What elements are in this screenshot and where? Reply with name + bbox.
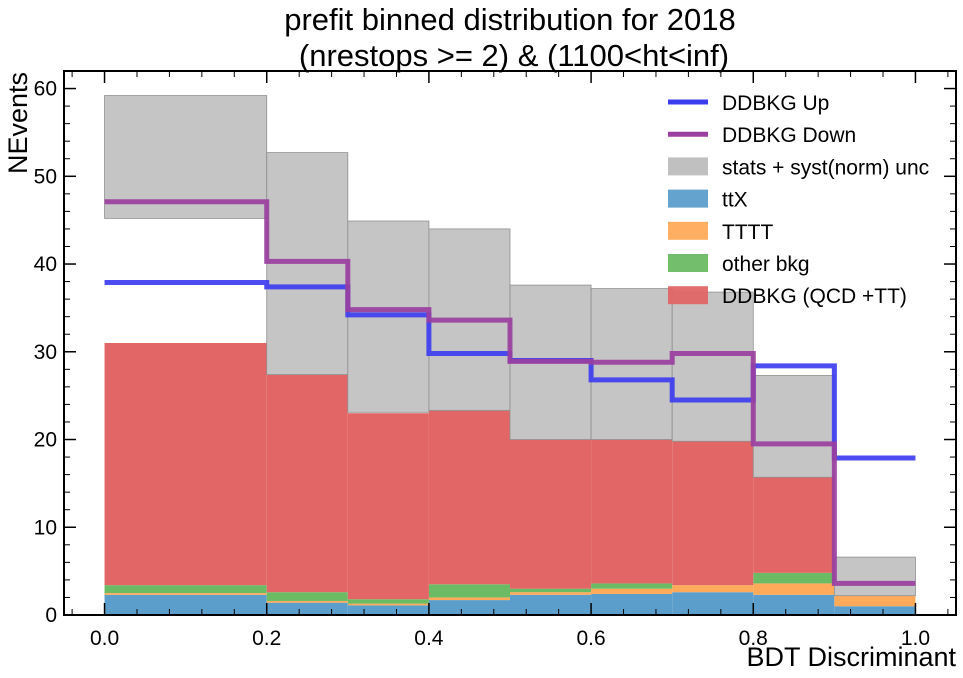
y-tick-label: 60 xyxy=(34,78,57,101)
bar-tttt-bin-4 xyxy=(510,592,592,595)
legend-label-other-bkg: other bkg xyxy=(722,253,810,276)
y-tick-label: 40 xyxy=(34,253,57,276)
legend-swatch-ttx xyxy=(668,189,708,208)
bar-tttt-bin-0 xyxy=(104,593,267,595)
x-tick-label: 0.0 xyxy=(90,627,119,650)
legend-swatch-stats-syst-norm-unc xyxy=(668,157,708,176)
x-tick-label: 0.2 xyxy=(252,627,281,650)
chart-title-line2: (nrestops >= 2) & (1100<ht<inf) xyxy=(299,38,729,73)
bar-ddbkg-qcd-tt--bin-7 xyxy=(753,477,835,573)
x-tick-label: 0.8 xyxy=(739,627,768,650)
bar-ttx-bin-3 xyxy=(428,600,510,615)
plot-frame xyxy=(63,70,957,616)
bar-tttt-bin-2 xyxy=(347,603,429,606)
bar-ddbkg-qcd-tt--bin-1 xyxy=(266,374,348,593)
x-tick-label: 0.4 xyxy=(414,627,444,650)
legend-label-stats-syst-norm-unc: stats + syst(norm) unc xyxy=(722,156,929,179)
y-tick-label: 10 xyxy=(34,516,57,539)
bar-ttx-bin-8 xyxy=(834,606,916,615)
bar-ddbkg-qcd-tt--bin-2 xyxy=(347,413,429,600)
x-axis-label: BDT Discriminant xyxy=(746,642,956,672)
bar-ttx-bin-6 xyxy=(672,592,754,615)
legend-swatch-ddbkg-qcd-tt xyxy=(668,286,708,305)
bar-ttx-bin-4 xyxy=(510,594,592,615)
y-tick-label: 30 xyxy=(34,341,57,364)
bar-other-bkg-bin-5 xyxy=(591,583,673,589)
unc-band-bin-8 xyxy=(833,556,916,597)
unc-band-bin-0 xyxy=(104,95,268,219)
legend-label-ttx: ttX xyxy=(722,189,748,212)
bar-ttx-bin-1 xyxy=(266,602,348,615)
legend-label-ddbkg-qcd-tt: DDBKG (QCD +TT) xyxy=(722,285,907,308)
bar-tttt-bin-6 xyxy=(672,585,754,593)
bar-ttx-bin-5 xyxy=(591,593,673,615)
bar-tttt-bin-3 xyxy=(428,597,510,601)
x-tick-label: 0.6 xyxy=(576,627,605,650)
bar-other-bkg-bin-7 xyxy=(753,572,835,584)
legend-swatch-other-bkg xyxy=(668,254,708,272)
chart-title-line1: prefit binned distribution for 2018 xyxy=(284,2,736,37)
y-tick-label: 0 xyxy=(45,604,57,627)
bar-ttx-bin-2 xyxy=(347,605,429,615)
bar-ddbkg-qcd-tt--bin-0 xyxy=(104,343,267,586)
bar-other-bkg-bin-3 xyxy=(428,584,510,598)
y-axis-label: NEvents xyxy=(3,72,33,174)
unc-band-bin-7 xyxy=(752,375,835,478)
unc-band-bin-6 xyxy=(671,291,754,442)
line-ddbkg-down xyxy=(104,199,916,586)
bar-tttt-bin-5 xyxy=(591,588,673,594)
bar-other-bkg-bin-2 xyxy=(347,599,429,604)
legend-label-tttt: TTTT xyxy=(722,221,773,244)
x-tick-label: 1.0 xyxy=(901,627,930,650)
bar-ttx-bin-7 xyxy=(753,594,835,615)
bar-ddbkg-qcd-tt--bin-4 xyxy=(510,439,592,589)
bar-ddbkg-qcd-tt--bin-6 xyxy=(672,441,754,586)
legend-label-ddbkg-down: DDBKG Down xyxy=(722,124,856,147)
y-tick-label: 20 xyxy=(34,429,57,452)
bar-tttt-bin-8 xyxy=(834,595,916,607)
bar-tttt-bin-1 xyxy=(266,600,348,603)
bar-other-bkg-bin-4 xyxy=(510,588,592,593)
bar-ddbkg-qcd-tt--bin-5 xyxy=(591,439,673,584)
bar-other-bkg-bin-1 xyxy=(266,592,348,601)
legend-label-ddbkg-up: DDBKG Up xyxy=(722,92,829,115)
y-tick-label: 50 xyxy=(34,165,57,188)
legend-swatch-tttt xyxy=(668,221,708,240)
bar-ddbkg-qcd-tt--bin-3 xyxy=(428,409,510,585)
bar-tttt-bin-7 xyxy=(753,583,835,595)
legend: DDBKG Up DDBKG Down stats + syst(norm) unc… xyxy=(668,92,929,308)
bar-other-bkg-bin-0 xyxy=(104,585,267,594)
bar-ttx-bin-0 xyxy=(104,594,267,615)
